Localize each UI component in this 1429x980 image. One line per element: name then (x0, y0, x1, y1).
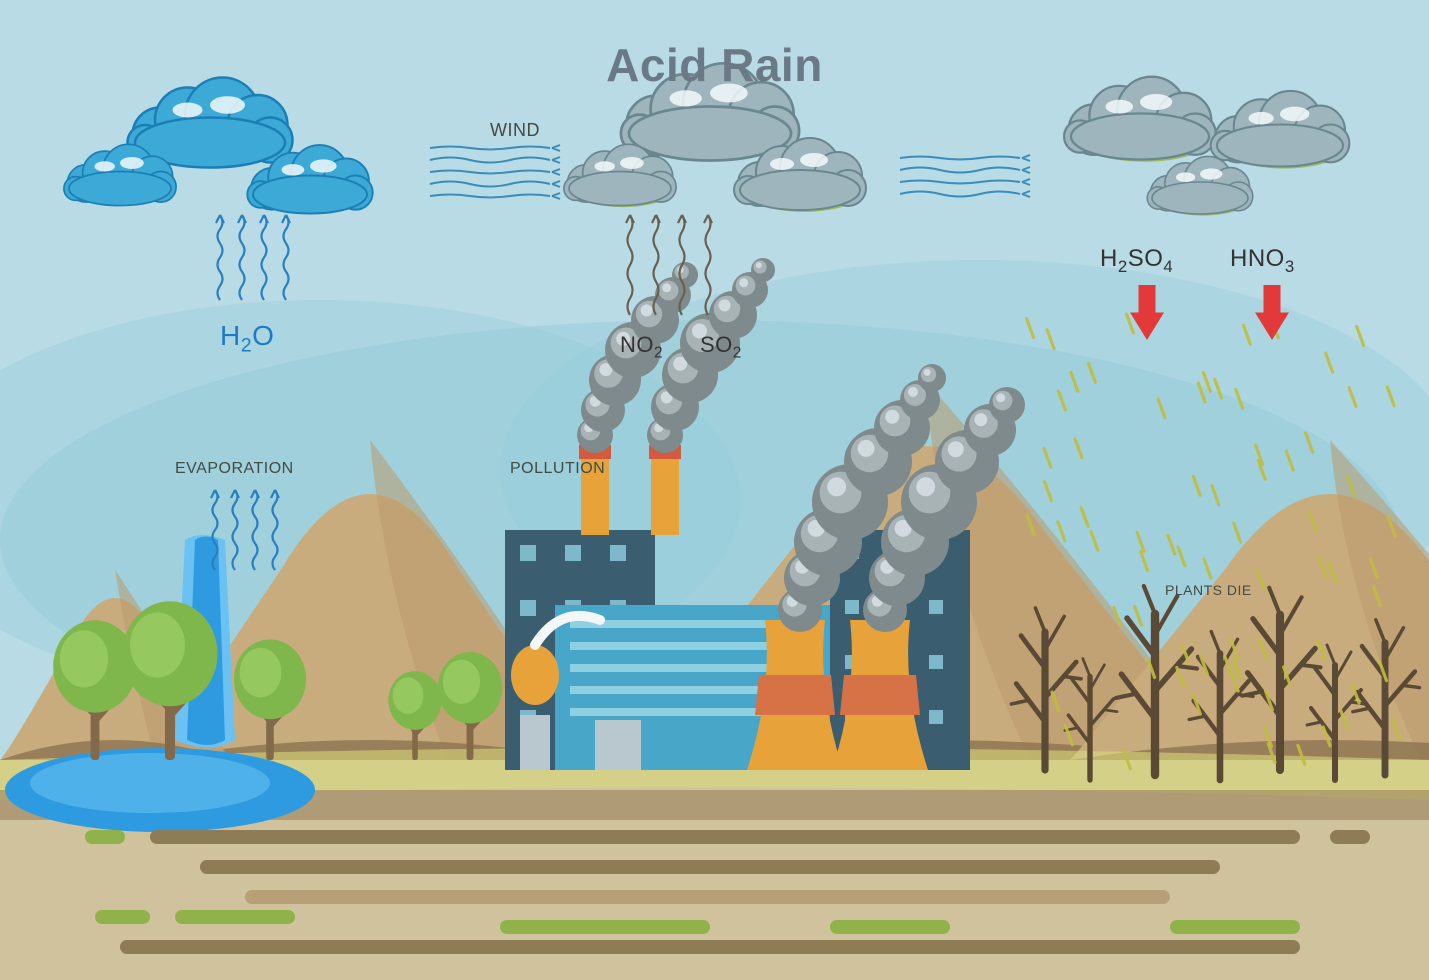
pollution-label: POLLUTION (510, 460, 605, 478)
plants-die-label: PLANTS DIE (1165, 582, 1252, 598)
no2-label: NO2 (620, 332, 663, 362)
so2-label: SO2 (700, 332, 742, 362)
evaporation-label: EVAPORATION (175, 460, 294, 478)
h2o-label: H2O (220, 320, 274, 358)
hno3-label: HNO3 (1230, 245, 1295, 277)
wind-label: WIND (490, 120, 540, 141)
illustration-svg (0, 0, 1429, 980)
h2so4-label: H2SO4 (1100, 245, 1173, 277)
page-title: Acid Rain (0, 38, 1429, 92)
acid-rain-infographic: Acid Rain WIND H2O NO2 SO2 H2SO4 HNO3 EV… (0, 0, 1429, 980)
